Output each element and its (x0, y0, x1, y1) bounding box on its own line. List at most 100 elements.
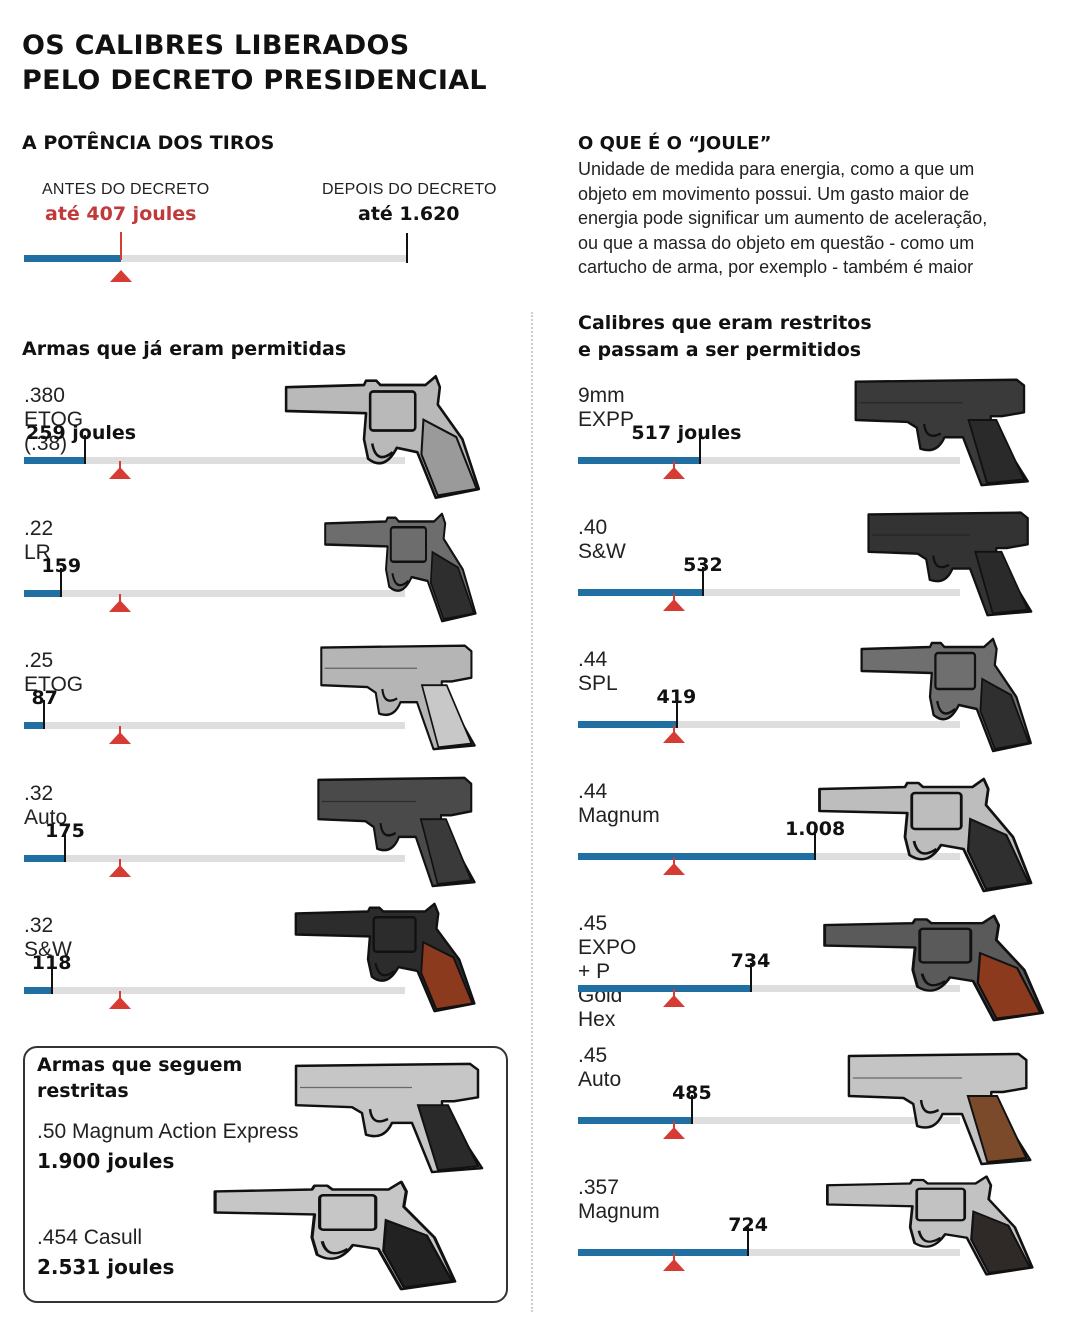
bar-fill (24, 854, 66, 862)
bar-track (578, 457, 960, 464)
restricted-box (23, 1046, 508, 1303)
calibre-name: .357 Magnum (578, 1176, 660, 1223)
limit-marker-icon (662, 1259, 685, 1271)
limit-marker-icon (108, 864, 131, 877)
calibre-joules: 485 (672, 1082, 712, 1104)
bar-fill (578, 457, 700, 464)
bar-track (578, 589, 960, 596)
limit-marker-icon (108, 467, 131, 479)
calibre-joules: 724 (728, 1214, 768, 1236)
pistol-icon (317, 776, 476, 888)
limit-marker-icon (662, 1127, 685, 1139)
bar-track (24, 589, 405, 597)
limit-marker-icon (108, 997, 131, 1009)
heading-line: restritas (37, 1080, 129, 1102)
calibre-name: .45 EXPO + P Gold Hex (578, 912, 637, 1031)
after-decree-value: até 1.620 (358, 203, 460, 225)
calibre-name: .25 ETOG (24, 649, 84, 696)
restricted-item-value: 1.900 joules (37, 1149, 175, 1173)
calibre-joules: 419 (656, 686, 697, 708)
limit-marker-stem (672, 1253, 675, 1261)
limit-marker-stem (672, 593, 675, 601)
joule-line: cartucho de arma, por exemplo - também é… (578, 257, 974, 277)
limit-marker-stem (118, 461, 121, 469)
bar-track (578, 1249, 960, 1256)
before-decree-value: até 407 joules (45, 203, 197, 225)
joule-line: ou que a massa do objeto em questão - co… (578, 232, 975, 253)
bar-track (24, 854, 405, 862)
bar-fill (578, 721, 677, 728)
bar-fill (24, 589, 62, 597)
limit-marker-stem (672, 857, 675, 865)
revolver-icon (213, 1180, 457, 1291)
limit-marker-stem (672, 461, 675, 469)
revolver-icon (294, 902, 476, 1013)
title-line-2: PELO DECRETO PRESIDENCIAL (22, 65, 487, 96)
calibre-joules: 159 (41, 554, 82, 577)
value-tick (83, 435, 86, 464)
value-tick (60, 567, 63, 597)
joule-line: energia pode significar um aumento de ac… (578, 208, 988, 228)
limit-marker-icon (662, 599, 685, 611)
column-divider (531, 312, 533, 1312)
limit-marker-icon (108, 732, 131, 744)
revolver-icon (818, 777, 1033, 893)
bar-fill (578, 1117, 693, 1124)
heading-line: e passam a ser permitidos (578, 339, 862, 361)
revolver-icon (284, 374, 481, 500)
value-tick (64, 832, 67, 862)
calibre-joules: 118 (31, 952, 72, 974)
bar-fill (24, 722, 45, 729)
bar-track (578, 1117, 960, 1124)
revolver-icon (860, 637, 1032, 753)
calibre-joules: 532 (683, 554, 723, 576)
limit-marker-icon (662, 731, 685, 743)
page-title: OS CALIBRES LIBERADOS PELO DECRETO PRESI… (22, 28, 487, 98)
value-tick (675, 699, 678, 728)
limit-marker-icon (662, 467, 685, 479)
bar-fill (24, 255, 121, 262)
allowed-heading: Armas que já eram permitidas (22, 338, 347, 360)
bar-track (24, 255, 408, 262)
bar-track (24, 722, 405, 729)
value-tick (43, 700, 46, 729)
calibre-joules: 175 (45, 819, 85, 842)
limit-marker-icon (108, 599, 131, 612)
calibre-joules: 734 (730, 950, 771, 972)
calibre-joules: 517 joules (631, 422, 742, 444)
joule-info-heading: O QUE É O “JOULE” (578, 133, 772, 154)
calibre-name: .40 S&W (578, 516, 626, 563)
calibre-joules: 259 joules (26, 422, 137, 444)
bar-fill (578, 1249, 749, 1256)
calibre-name: 9mm EXPP (578, 384, 635, 431)
after-tick (406, 233, 408, 263)
bar-track (24, 457, 405, 464)
pistol-icon (320, 644, 476, 751)
title-line-1: OS CALIBRES LIBERADOS (22, 30, 410, 61)
value-tick (50, 965, 53, 994)
calibre-name: .32 S&W (24, 914, 72, 961)
calibre-name: .380 ETOG (.38) (24, 384, 84, 455)
limit-marker-icon (662, 863, 685, 875)
revolver-icon (823, 914, 1045, 1022)
limit-marker-stem (672, 725, 675, 733)
heading-line: Armas que seguem (37, 1054, 243, 1076)
pistol-icon (854, 378, 1029, 487)
calibre-joules: 1.008 (785, 818, 846, 840)
revolver-icon (324, 512, 477, 623)
joule-info-text: Unidade de medida para energia, como a q… (578, 157, 987, 280)
value-tick (698, 435, 701, 464)
limit-marker-stem (118, 991, 121, 999)
bar-track (578, 985, 960, 992)
restricted-item-name: .454 Casull (37, 1226, 143, 1249)
restricted-item-value: 2.531 joules (37, 1255, 175, 1279)
joule-line: Unidade de medida para energia, como a q… (578, 159, 975, 179)
calibre-name: .44 SPL (578, 648, 618, 695)
bar-fill (578, 853, 816, 860)
newly-allowed-heading: Calibres que eram restritos e passam a s… (578, 310, 872, 364)
calibre-name: .22 LR (24, 516, 54, 564)
limit-marker-stem (672, 989, 675, 997)
bar-fill (24, 987, 52, 994)
bar-track (578, 721, 960, 728)
bar-fill (24, 457, 85, 464)
